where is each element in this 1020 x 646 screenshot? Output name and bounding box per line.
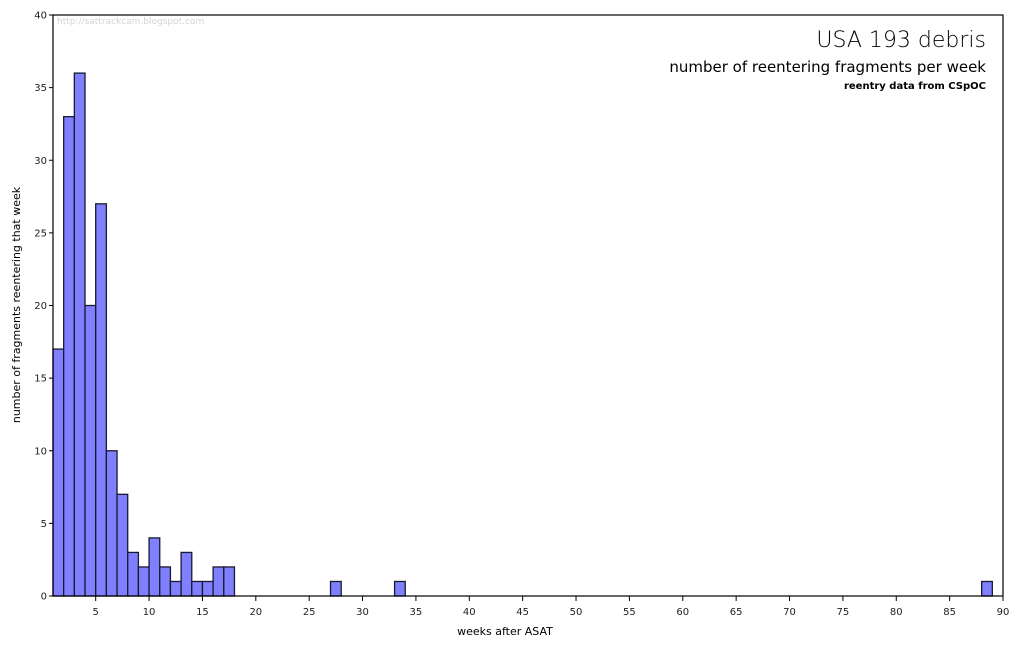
chart-subtitle: number of reentering fragments per week — [669, 58, 986, 76]
y-tick-label: 30 — [34, 156, 47, 167]
x-tick-label: 55 — [623, 607, 636, 618]
histogram-bar — [52, 348, 65, 597]
x-tick-label: 50 — [570, 607, 583, 618]
histogram-bar — [63, 116, 75, 597]
y-tick-label: 15 — [34, 374, 47, 385]
x-tick-label: 30 — [356, 607, 369, 618]
y-tick-label: 10 — [34, 446, 47, 457]
x-tick-label: 5 — [93, 607, 99, 618]
y-tick-label: 20 — [34, 301, 47, 312]
x-tick-label: 15 — [196, 607, 209, 618]
data-source-note: reentry data from CSpOC — [843, 81, 986, 92]
x-tick-label: 35 — [410, 607, 423, 618]
histogram-bar — [84, 304, 97, 597]
y-tick-label: 35 — [34, 83, 47, 94]
histogram-bar — [73, 72, 86, 597]
histogram-bar — [180, 551, 193, 597]
histogram-bar — [393, 580, 406, 597]
histogram-bar — [116, 493, 129, 597]
bars-group — [52, 72, 993, 597]
histogram-bar — [159, 566, 172, 597]
x-axis-label: weeks after ASAT — [457, 625, 553, 638]
x-axis-label-container: weeks after ASAT — [0, 625, 1020, 638]
y-axis-label: number of fragments reentering that week — [10, 186, 23, 424]
x-tick-label: 20 — [249, 607, 262, 618]
histogram-bar — [137, 566, 150, 597]
histogram-bar — [95, 203, 108, 597]
chart-title: USA 193 debris — [816, 28, 986, 53]
x-tick-label: 10 — [143, 607, 156, 618]
x-tick-label: 80 — [890, 607, 903, 618]
y-tick-label: 40 — [34, 11, 47, 22]
histogram-bar — [191, 580, 204, 597]
x-tick-label: 45 — [516, 607, 529, 618]
x-tick-label: 40 — [463, 607, 476, 618]
y-axis-ticks: 0 5 10 15 20 25 30 35 40 — [34, 11, 53, 603]
y-tick-label: 25 — [34, 228, 47, 239]
x-tick-label: 60 — [676, 607, 689, 618]
histogram-bar — [329, 580, 342, 597]
x-tick-label: 70 — [783, 607, 796, 618]
histogram-bar — [148, 537, 161, 597]
x-tick-label: 75 — [837, 607, 850, 618]
y-tick-label: 0 — [41, 592, 47, 603]
histogram-bar — [201, 580, 214, 597]
x-tick-label: 85 — [943, 607, 956, 618]
y-tick-label: 5 — [41, 519, 47, 530]
histogram-bar — [169, 580, 182, 597]
x-tick-label: 25 — [303, 607, 316, 618]
histogram-bar — [105, 450, 118, 597]
x-axis-ticks: 5 10 15 20 25 30 35 40 45 50 55 60 65 70 75 80 85 90 — [93, 596, 1010, 618]
x-tick-label: 65 — [730, 607, 743, 618]
watermark-text: http://sattrackcam.blogspot.com — [57, 17, 205, 27]
x-tick-label: 90 — [997, 607, 1010, 618]
histogram-bar — [223, 566, 236, 597]
histogram-bar — [212, 566, 225, 597]
histogram-bar — [127, 551, 140, 597]
histogram-bar — [981, 580, 993, 597]
plot-area-frame — [52, 14, 1004, 597]
